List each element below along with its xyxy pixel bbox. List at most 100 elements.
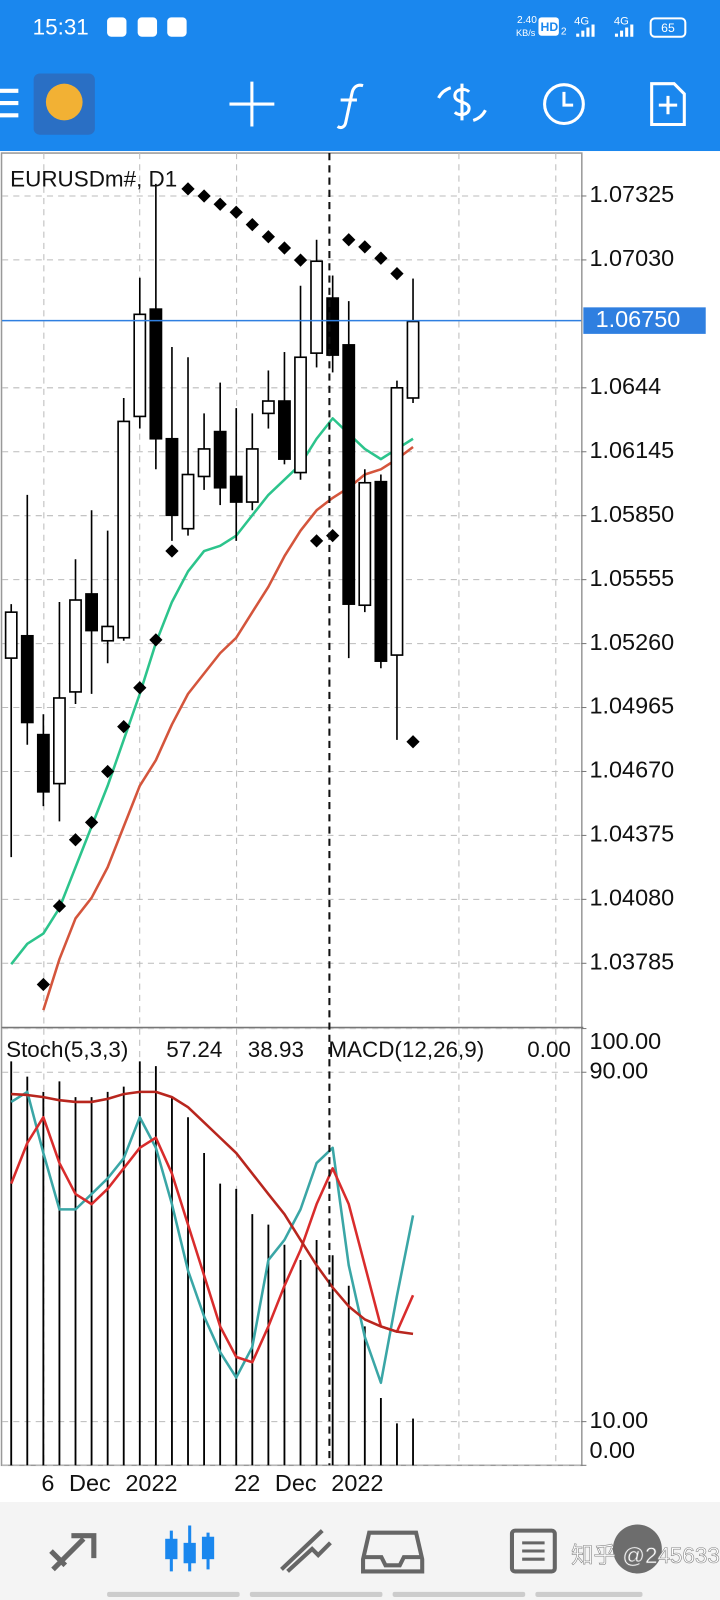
chart-icon-body <box>183 1542 196 1564</box>
y-tick-label: 100.00 <box>589 1028 661 1054</box>
stoch-main-readout: 57.24 <box>166 1037 222 1062</box>
crosshair-button[interactable] <box>229 81 275 127</box>
sar-dot <box>293 253 308 267</box>
signal-type: 4G <box>574 15 589 27</box>
x-tick-label: 6 Dec 2022 <box>41 1470 177 1496</box>
sar-dot <box>213 197 227 211</box>
plus-icon <box>658 95 678 115</box>
function-icon <box>336 83 364 130</box>
nav-history[interactable] <box>361 1530 425 1574</box>
history-nav-icon <box>361 1530 425 1574</box>
indicator-line <box>11 1090 414 1336</box>
hd-sub: 2 <box>561 26 567 37</box>
indicators-button[interactable] <box>336 83 364 130</box>
sar-dot <box>374 251 388 265</box>
candle-body <box>245 448 259 503</box>
bottom-nav <box>0 1502 720 1600</box>
candle-body <box>165 437 179 517</box>
battery-level: 65 <box>661 21 675 35</box>
symbol-title: EURUSDm#, D1 <box>10 167 177 192</box>
candle-body <box>197 448 211 478</box>
candle-body <box>261 400 275 415</box>
new-order-button[interactable] <box>650 82 686 127</box>
watermark-badge <box>612 1524 662 1574</box>
y-tick-label: 1.03785 <box>589 948 674 974</box>
hd-badge <box>538 17 559 36</box>
crosshair-icon <box>229 81 275 127</box>
status-icon <box>107 17 127 37</box>
sar-dot <box>68 833 83 847</box>
candle-body <box>294 356 307 474</box>
gesture-bar <box>107 1591 240 1597</box>
sar-dot <box>390 266 404 281</box>
candle-body <box>117 420 131 639</box>
status-icon <box>167 17 187 37</box>
candle-body <box>390 386 404 656</box>
plot-layer: 1.07325 1.07030 1.0644 1.06145 1.05850 1.0555… <box>2 181 706 1496</box>
stoch-signal-readout: 38.93 <box>248 1037 304 1062</box>
clock: 15:31 <box>33 14 89 39</box>
y-tick-label: 0.00 <box>589 1437 635 1463</box>
trade-nav-icon <box>280 1529 332 1573</box>
net-speed: 2.40 <box>517 15 537 26</box>
macd-readout: 0.00 <box>527 1037 571 1062</box>
candle-body <box>278 400 291 460</box>
news-lines <box>522 1541 545 1561</box>
sar-dot <box>245 217 259 232</box>
watermark: 知乎 @245633 <box>571 1543 720 1568</box>
doc-icon <box>650 82 686 127</box>
nav-trade[interactable] <box>280 1529 332 1573</box>
chart-icon-body <box>201 1536 215 1560</box>
sar-dot <box>165 544 179 558</box>
menu-icon <box>0 88 19 118</box>
candle-body <box>406 320 420 399</box>
y-tick-label: 1.05850 <box>589 501 674 527</box>
candle-body <box>149 308 163 440</box>
clock-hands <box>562 91 574 107</box>
y-tick-label: 1.07030 <box>589 245 674 271</box>
sar-dot <box>342 233 356 247</box>
nav-quotes[interactable] <box>49 1533 97 1572</box>
nav-news[interactable] <box>509 1528 557 1574</box>
signal-bars <box>576 24 595 37</box>
history-button[interactable] <box>543 83 585 125</box>
x-tick-label: 22 Dec 2022 <box>234 1470 383 1496</box>
sar-dot <box>358 240 372 254</box>
candle-body <box>53 697 66 785</box>
y-tick-label: 1.07325 <box>589 181 674 207</box>
candle-body <box>69 599 82 693</box>
candle-body <box>229 475 243 503</box>
sar-dot <box>133 681 147 695</box>
sar-dot <box>52 899 67 913</box>
candle-body <box>4 611 18 659</box>
battery <box>649 17 687 38</box>
gesture-bar <box>392 1591 526 1597</box>
status-icon <box>137 17 158 37</box>
trade-button[interactable] <box>437 83 487 122</box>
y-tick-label: 10.00 <box>589 1407 648 1433</box>
sar-dot <box>117 719 131 734</box>
candle-body <box>101 625 115 642</box>
price-label-box <box>583 307 706 334</box>
candle-body <box>181 473 195 530</box>
candle-body <box>133 313 147 418</box>
candle-body <box>326 297 340 356</box>
candle-body <box>358 481 372 607</box>
signal-bars <box>614 24 634 37</box>
indicator-title: Stoch(5,3,3) <box>6 1037 128 1062</box>
y-tick-label: 1.05260 <box>589 629 674 655</box>
sar-dot <box>309 534 324 548</box>
sar-dot <box>197 189 211 203</box>
sar-dot <box>277 241 292 255</box>
nav-chart[interactable] <box>165 1525 215 1572</box>
gesture-bar <box>535 1591 643 1597</box>
sar-dot <box>149 633 163 647</box>
y-tick-label: 1.05555 <box>589 565 674 591</box>
menu-button[interactable] <box>0 88 19 118</box>
y-tick-label: 1.0644 <box>589 373 661 399</box>
indicator-line <box>10 1090 415 1385</box>
y-tick-label: 1.06145 <box>589 437 674 463</box>
candle-body <box>85 593 99 632</box>
candle-body <box>20 634 34 724</box>
